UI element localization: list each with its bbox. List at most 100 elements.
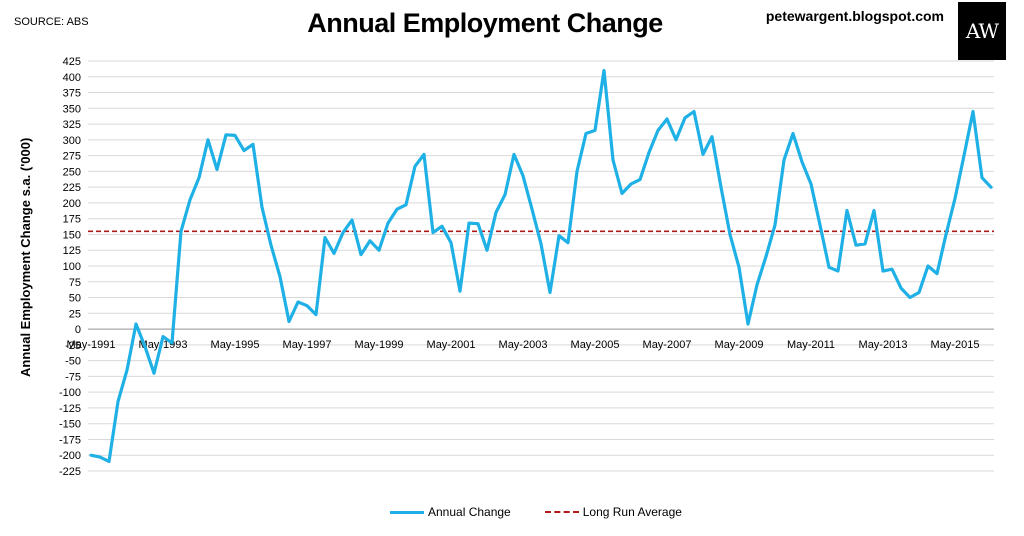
data-point bbox=[414, 165, 416, 167]
data-point bbox=[909, 296, 911, 298]
data-point bbox=[423, 153, 425, 155]
data-point bbox=[846, 209, 848, 211]
y-tick-label: 75 bbox=[69, 277, 81, 289]
data-point bbox=[810, 183, 812, 185]
data-point bbox=[369, 240, 371, 242]
data-point bbox=[252, 143, 254, 145]
y-tick-label: -50 bbox=[65, 356, 81, 368]
data-point bbox=[99, 456, 101, 458]
y-tick-label: -225 bbox=[59, 466, 81, 478]
y-tick-label: 175 bbox=[63, 214, 81, 226]
y-tick-label: -75 bbox=[65, 371, 81, 383]
data-point bbox=[936, 272, 938, 274]
y-tick-label: 225 bbox=[63, 182, 81, 194]
data-point bbox=[918, 291, 920, 293]
data-point bbox=[459, 290, 461, 292]
data-point bbox=[972, 110, 974, 112]
data-point bbox=[801, 161, 803, 163]
y-tick-label: 25 bbox=[69, 308, 81, 320]
y-tick-label: 100 bbox=[63, 261, 81, 273]
data-point bbox=[684, 117, 686, 119]
data-point bbox=[171, 342, 173, 344]
data-point bbox=[666, 118, 668, 120]
y-tick-label: -150 bbox=[59, 419, 81, 431]
data-point bbox=[927, 265, 929, 267]
legend-swatch-annual-change bbox=[390, 510, 424, 514]
y-tick-label: 425 bbox=[63, 56, 81, 68]
data-point bbox=[450, 241, 452, 243]
x-tick-label: May-2003 bbox=[499, 339, 548, 351]
data-point bbox=[216, 168, 218, 170]
y-tick-label: 375 bbox=[63, 88, 81, 100]
data-point bbox=[153, 372, 155, 374]
y-tick-label: -25 bbox=[65, 340, 81, 352]
data-point bbox=[387, 222, 389, 224]
y-tick-label: 250 bbox=[63, 166, 81, 178]
legend-label-long-run-average: Long Run Average bbox=[582, 505, 682, 519]
data-point bbox=[261, 206, 263, 208]
y-tick-label: 0 bbox=[75, 324, 81, 336]
data-point bbox=[504, 194, 506, 196]
legend-swatch-long-run-average bbox=[544, 511, 579, 513]
data-point bbox=[432, 231, 434, 233]
data-point bbox=[162, 335, 164, 337]
y-tick-label: 50 bbox=[69, 293, 81, 305]
data-point bbox=[396, 208, 398, 210]
data-point bbox=[333, 252, 335, 254]
site-url: petewargent.blogspot.com bbox=[765, 8, 944, 24]
series-line-annual-change bbox=[89, 68, 993, 464]
data-point bbox=[378, 249, 380, 251]
legend-item-annual-change: Annual Change bbox=[390, 505, 511, 519]
data-point bbox=[441, 225, 443, 227]
y-tick-label: 275 bbox=[63, 151, 81, 163]
data-point bbox=[279, 276, 281, 278]
y-tick-label: -175 bbox=[59, 434, 81, 446]
x-tick-label: May-2013 bbox=[859, 339, 908, 351]
aw-logo: AW bbox=[958, 2, 1006, 60]
data-point bbox=[126, 369, 128, 371]
data-point bbox=[315, 313, 317, 315]
data-point bbox=[603, 69, 605, 71]
x-tick-label: May-2005 bbox=[571, 339, 620, 351]
data-point bbox=[477, 223, 479, 225]
data-point bbox=[612, 159, 614, 161]
legend: Annual Change Long Run Average bbox=[390, 505, 716, 519]
data-point bbox=[765, 255, 767, 257]
data-point bbox=[585, 132, 587, 134]
data-point bbox=[774, 224, 776, 226]
data-point bbox=[594, 129, 596, 131]
x-tick-label: May-2007 bbox=[643, 339, 692, 351]
x-tick-label: May-1999 bbox=[355, 339, 404, 351]
data-point bbox=[639, 178, 641, 180]
data-point bbox=[540, 243, 542, 245]
data-point bbox=[468, 222, 470, 224]
x-tick-label: May-1991 bbox=[67, 339, 116, 351]
x-tick-label: May-1995 bbox=[211, 339, 260, 351]
data-point bbox=[558, 235, 560, 237]
data-point bbox=[117, 400, 119, 402]
data-point bbox=[891, 268, 893, 270]
data-point bbox=[207, 139, 209, 141]
x-tick-label: May-1997 bbox=[283, 339, 332, 351]
data-point bbox=[981, 176, 983, 178]
x-tick-label: May-1993 bbox=[139, 339, 188, 351]
y-tick-label: -100 bbox=[59, 387, 81, 399]
data-point bbox=[513, 153, 515, 155]
data-point bbox=[144, 346, 146, 348]
data-point bbox=[288, 320, 290, 322]
data-point bbox=[135, 323, 137, 325]
data-point bbox=[756, 284, 758, 286]
data-point bbox=[270, 244, 272, 246]
data-point bbox=[828, 266, 830, 268]
data-point bbox=[855, 244, 857, 246]
data-point bbox=[729, 233, 731, 235]
data-point bbox=[657, 129, 659, 131]
y-tick-label: -200 bbox=[59, 450, 81, 462]
data-point bbox=[225, 134, 227, 136]
data-point bbox=[693, 110, 695, 112]
data-point bbox=[306, 305, 308, 307]
data-point bbox=[621, 192, 623, 194]
y-tick-label: 350 bbox=[63, 103, 81, 115]
data-point bbox=[873, 209, 875, 211]
data-point bbox=[711, 135, 713, 137]
